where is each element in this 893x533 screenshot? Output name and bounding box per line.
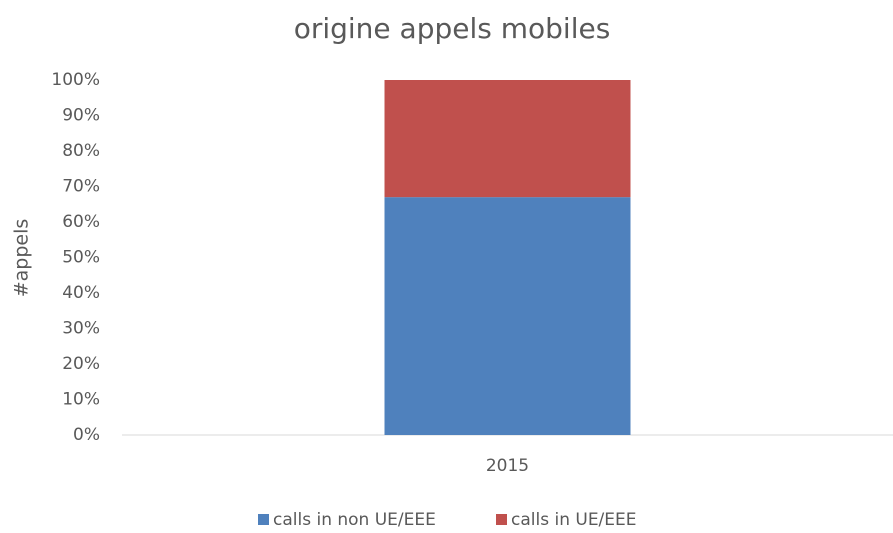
y-tick-label: 0%	[73, 425, 100, 445]
legend-swatch	[496, 514, 507, 525]
bar-segment	[384, 197, 631, 435]
y-tick-label: 80%	[62, 141, 100, 161]
x-tick-label: 2015	[486, 456, 529, 476]
legend-label: calls in non UE/EEE	[273, 510, 436, 530]
y-tick-label: 70%	[62, 177, 100, 197]
chart-title: origine appels mobiles	[294, 12, 611, 45]
y-tick-label: 10%	[62, 390, 100, 410]
y-tick-label: 100%	[51, 70, 100, 90]
y-tick-label: 20%	[62, 354, 100, 374]
y-axis-label: #appels	[11, 219, 33, 298]
y-tick-label: 40%	[62, 283, 100, 303]
y-tick-label: 90%	[62, 106, 100, 126]
bar-segment	[384, 80, 631, 198]
y-tick-label: 50%	[62, 248, 100, 268]
legend-label: calls in UE/EEE	[511, 510, 637, 530]
y-tick-label: 30%	[62, 319, 100, 339]
legend-swatch	[258, 514, 269, 525]
y-tick-label: 60%	[62, 212, 100, 232]
